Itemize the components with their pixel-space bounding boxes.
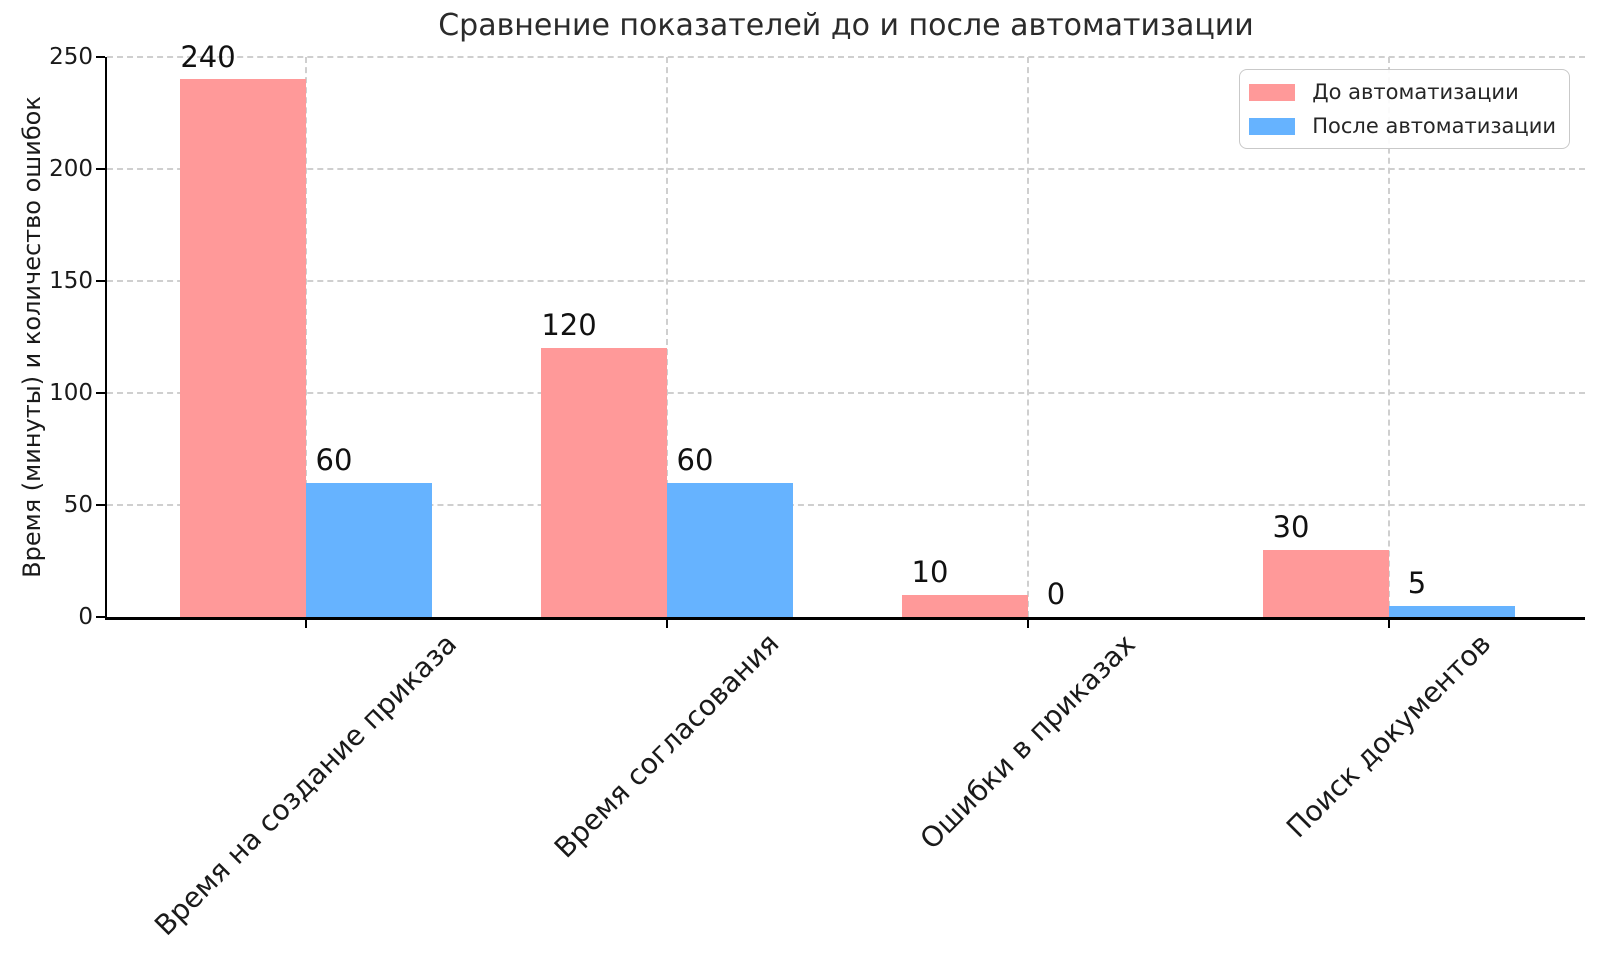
gridline-horizontal xyxy=(107,504,1585,506)
legend: До автоматизации После автоматизации xyxy=(1239,69,1570,149)
y-tick-label: 200 xyxy=(49,156,93,182)
x-tick-label-0: Время на создание приказа xyxy=(148,626,464,942)
y-tick-mark xyxy=(96,503,105,507)
bar-after-1 xyxy=(667,482,793,617)
bar-after-3 xyxy=(1389,605,1515,617)
x-tick-mark xyxy=(304,619,308,628)
bar-before-0 xyxy=(180,79,306,617)
legend-entry-1: После автоматизации xyxy=(1249,113,1556,139)
bar-value-label: 10 xyxy=(911,554,949,589)
y-tick-label: 150 xyxy=(49,268,93,294)
bar-before-2 xyxy=(902,594,1028,617)
bar-value-label: 60 xyxy=(315,442,353,477)
x-axis-spine xyxy=(104,617,1585,620)
plot-area: 240 120 10 30 60 60 0 5 xyxy=(96,41,1585,628)
y-tick-mark xyxy=(96,279,105,283)
x-tick-label-1: Время согласования xyxy=(547,627,786,865)
legend-entry-0: До автоматизации xyxy=(1249,79,1556,105)
bar-before-1 xyxy=(541,348,667,617)
y-tick-mark xyxy=(96,167,105,171)
y-tick-mark xyxy=(96,391,105,395)
x-tick-mark xyxy=(665,619,669,628)
bar-value-label: 5 xyxy=(1407,565,1427,600)
x-tick-label-3: Поиск документов xyxy=(1280,626,1498,845)
legend-label: После автоматизации xyxy=(1312,114,1556,138)
legend-swatch-before xyxy=(1249,83,1296,101)
bar-value-label: 60 xyxy=(676,442,714,477)
gridline-horizontal xyxy=(107,280,1585,282)
chart-title: Сравнение показателей до и после автомат… xyxy=(438,8,1254,43)
y-tick-label: 50 xyxy=(63,492,93,518)
y-tick-mark xyxy=(96,615,105,619)
gridline-horizontal xyxy=(107,168,1585,170)
x-tick-label-2: Ошибки в приказах xyxy=(913,627,1142,856)
gridline-vertical xyxy=(666,57,668,617)
gridline-vertical xyxy=(1388,57,1390,617)
bar-value-label: 0 xyxy=(1046,577,1066,612)
gridline-vertical xyxy=(305,57,307,617)
legend-label: До автоматизации xyxy=(1312,80,1519,104)
y-tick-label: 100 xyxy=(49,380,93,406)
bar-value-label: 120 xyxy=(541,308,597,343)
bar-after-0 xyxy=(306,482,432,617)
bar-value-label: 30 xyxy=(1272,509,1310,544)
bar-value-label: 240 xyxy=(180,39,236,74)
y-tick-label: 0 xyxy=(78,604,93,630)
y-axis-spine xyxy=(104,57,107,620)
gridline-horizontal xyxy=(107,56,1585,58)
legend-swatch-after xyxy=(1249,117,1296,135)
y-tick-mark xyxy=(96,55,105,59)
gridline-vertical xyxy=(1027,57,1029,617)
bar-before-3 xyxy=(1263,549,1389,617)
x-tick-mark xyxy=(1387,619,1391,628)
gridline-horizontal xyxy=(107,392,1585,394)
x-tick-mark xyxy=(1026,619,1030,628)
y-tick-label: 250 xyxy=(49,44,93,70)
